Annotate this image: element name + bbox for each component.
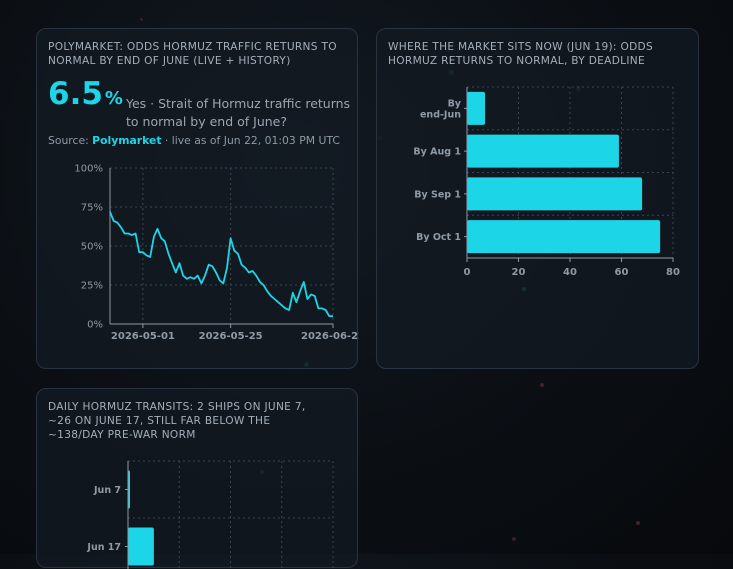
bg-dot	[636, 521, 640, 525]
y-tick-label: By end-Jun	[420, 98, 462, 120]
deadline-bar	[467, 177, 643, 211]
source-line: Source: Polymarket · live as of Jun 22, …	[48, 134, 340, 147]
deadline-odds-bar-chart: 0 20 40 60 80 By end-Jun By Aug 1 By Sep 1 By Oct…	[413, 86, 680, 278]
polymarket-odds-card: POLYMARKET: ODDS HORMUZ TRAFFIC RETURNS …	[36, 28, 359, 369]
bg-dot	[140, 18, 143, 21]
source-label: Source:	[48, 134, 89, 147]
headline-value: 6.5%	[48, 77, 123, 116]
y-tick-label: Jun 17	[86, 542, 121, 553]
card-title: WHERE THE MARKET SITS NOW (JUN 19): ODDS…	[388, 41, 654, 67]
x-tick-label: 60	[615, 267, 629, 278]
daily-transits-bar-chart: Jun 7 Jun 17	[86, 460, 334, 569]
y-tick-label: 50%	[81, 242, 103, 253]
y-tick-label: By Sep 1	[414, 189, 461, 200]
x-tick-label: 80	[666, 267, 680, 278]
y-tick-label: By Oct 1	[416, 232, 461, 243]
x-tick-label: 0	[464, 267, 471, 278]
y-tick-label: Jun 7	[93, 485, 121, 496]
daily-transits-card: DAILY HORMUZ TRANSITS: 2 SHIPS ON JUNE 7…	[36, 388, 358, 569]
card-title: DAILY HORMUZ TRANSITS: 2 SHIPS ON JUNE 7…	[48, 401, 306, 441]
source-link[interactable]: Polymarket	[92, 134, 162, 147]
y-tick-label: 75%	[81, 203, 103, 214]
y-tick-label: 0%	[87, 320, 103, 331]
market-description: Yes · Strait of Hormuz traffic returns t…	[126, 96, 351, 129]
deadline-bar	[467, 220, 661, 254]
x-tick-label: 2026-06-22	[301, 331, 359, 342]
source-timestamp: · live as of Jun 22, 01:03 PM UTC	[164, 134, 340, 147]
headline-number: 6.5	[48, 76, 103, 112]
card-title: POLYMARKET: ODDS HORMUZ TRAFFIC RETURNS …	[48, 41, 337, 67]
bg-dot	[540, 383, 544, 387]
deadline-bar	[467, 134, 619, 168]
odds-series-line	[109, 211, 333, 318]
deadline-bar	[467, 91, 486, 125]
bg-dot	[512, 537, 516, 541]
headline-unit: %	[104, 88, 123, 109]
x-tick-label: 40	[563, 267, 577, 278]
x-tick-label: 2026-05-25	[199, 331, 263, 342]
x-tick-label: 20	[512, 267, 526, 278]
odds-history-line-chart: 0% 25% 50% 75% 100% 2026-05-01 2026-05-25 2026-…	[74, 164, 359, 343]
deadline-odds-card: WHERE THE MARKET SITS NOW (JUN 19): ODDS…	[376, 28, 699, 369]
x-tick-label: 2026-05-01	[111, 331, 175, 342]
y-tick-label: 100%	[74, 164, 103, 175]
y-tick-label: 25%	[81, 281, 103, 292]
y-tick-label: By Aug 1	[413, 147, 461, 158]
transit-bar	[128, 527, 154, 566]
